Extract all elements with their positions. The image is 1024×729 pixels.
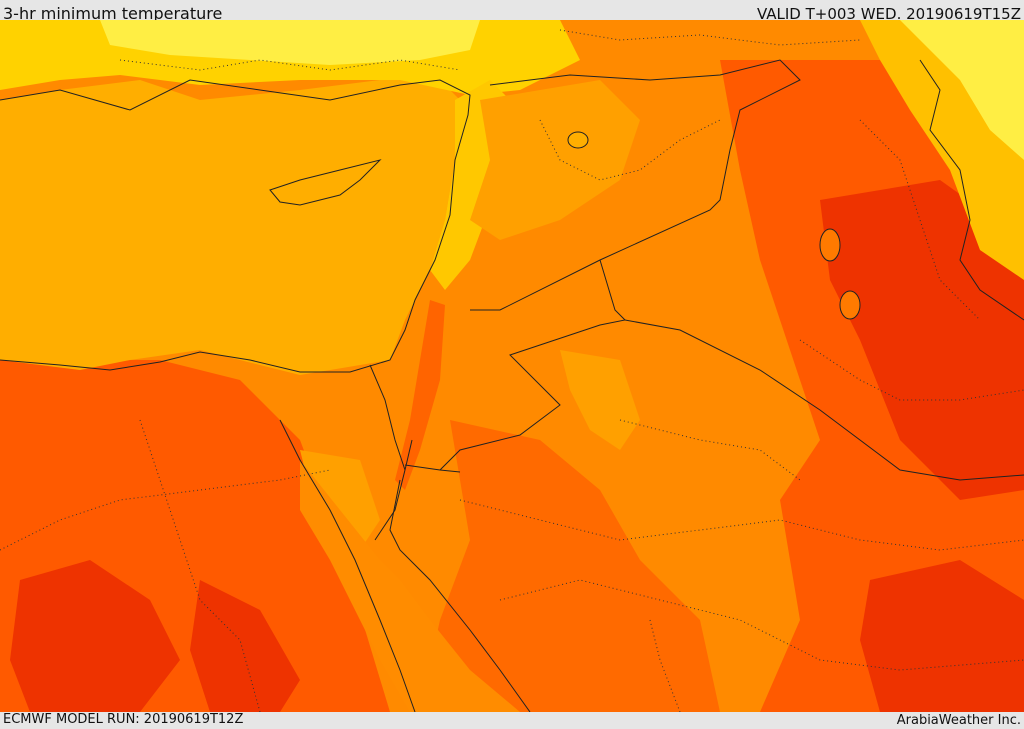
- border-saudi-iraq: [624, 319, 1024, 481]
- coastline-gulf-aqaba: [374, 439, 413, 541]
- model-run-label: ECMWF MODEL RUN: 20190619T12Z: [3, 712, 244, 727]
- red-sea: [300, 460, 520, 712]
- cyprus-island: [269, 159, 382, 206]
- temp-zone-light-yellow-north: [100, 20, 480, 65]
- credit-label: ArabiaWeather Inc.: [896, 713, 1021, 728]
- coastline-red-sea-west: [279, 419, 416, 712]
- temp-zone-amber-jordan: [560, 350, 640, 450]
- dotted-admin-borders: [0, 29, 1024, 712]
- border-jordan-saudi: [404, 464, 461, 473]
- temp-zone-amber-syria: [470, 80, 640, 240]
- lake-east-1: [819, 228, 841, 262]
- lake-northwest: [567, 131, 589, 149]
- temp-zone-light-yellow-northeast: [900, 20, 1024, 160]
- border-jordan-iraq: [439, 259, 627, 471]
- temp-zone-deep-red-sw2: [190, 580, 300, 712]
- temp-zone-red-central: [420, 420, 720, 712]
- temp-zone-deep-red-east: [820, 180, 1024, 500]
- coastline-northeast: [919, 59, 1024, 321]
- map-canvas: [0, 20, 1024, 712]
- temp-zone-deep-red-se: [860, 560, 1024, 712]
- coastline-mediterranean: [0, 79, 471, 373]
- temp-zone-jordan-rift: [395, 300, 445, 490]
- border-egypt-israel: [369, 364, 406, 471]
- mediterranean-sea: [0, 80, 470, 375]
- coastline-red-sea-east: [389, 479, 531, 712]
- valid-time: VALID T+003 WED. 20190619T15Z: [756, 5, 1021, 23]
- footer-bar: ECMWF MODEL RUN: 20190619T12Z ArabiaWeat…: [0, 712, 1024, 729]
- header-bar: 3-hr minimum temperature VALID T+003 WED…: [0, 0, 1024, 23]
- map-title: 3-hr minimum temperature: [3, 4, 223, 23]
- temperature-map[interactable]: [0, 20, 1024, 712]
- temp-zone-deep-red-southwest: [10, 560, 180, 712]
- temp-zone-amber-sinai: [300, 450, 380, 550]
- lake-east-2: [839, 290, 861, 320]
